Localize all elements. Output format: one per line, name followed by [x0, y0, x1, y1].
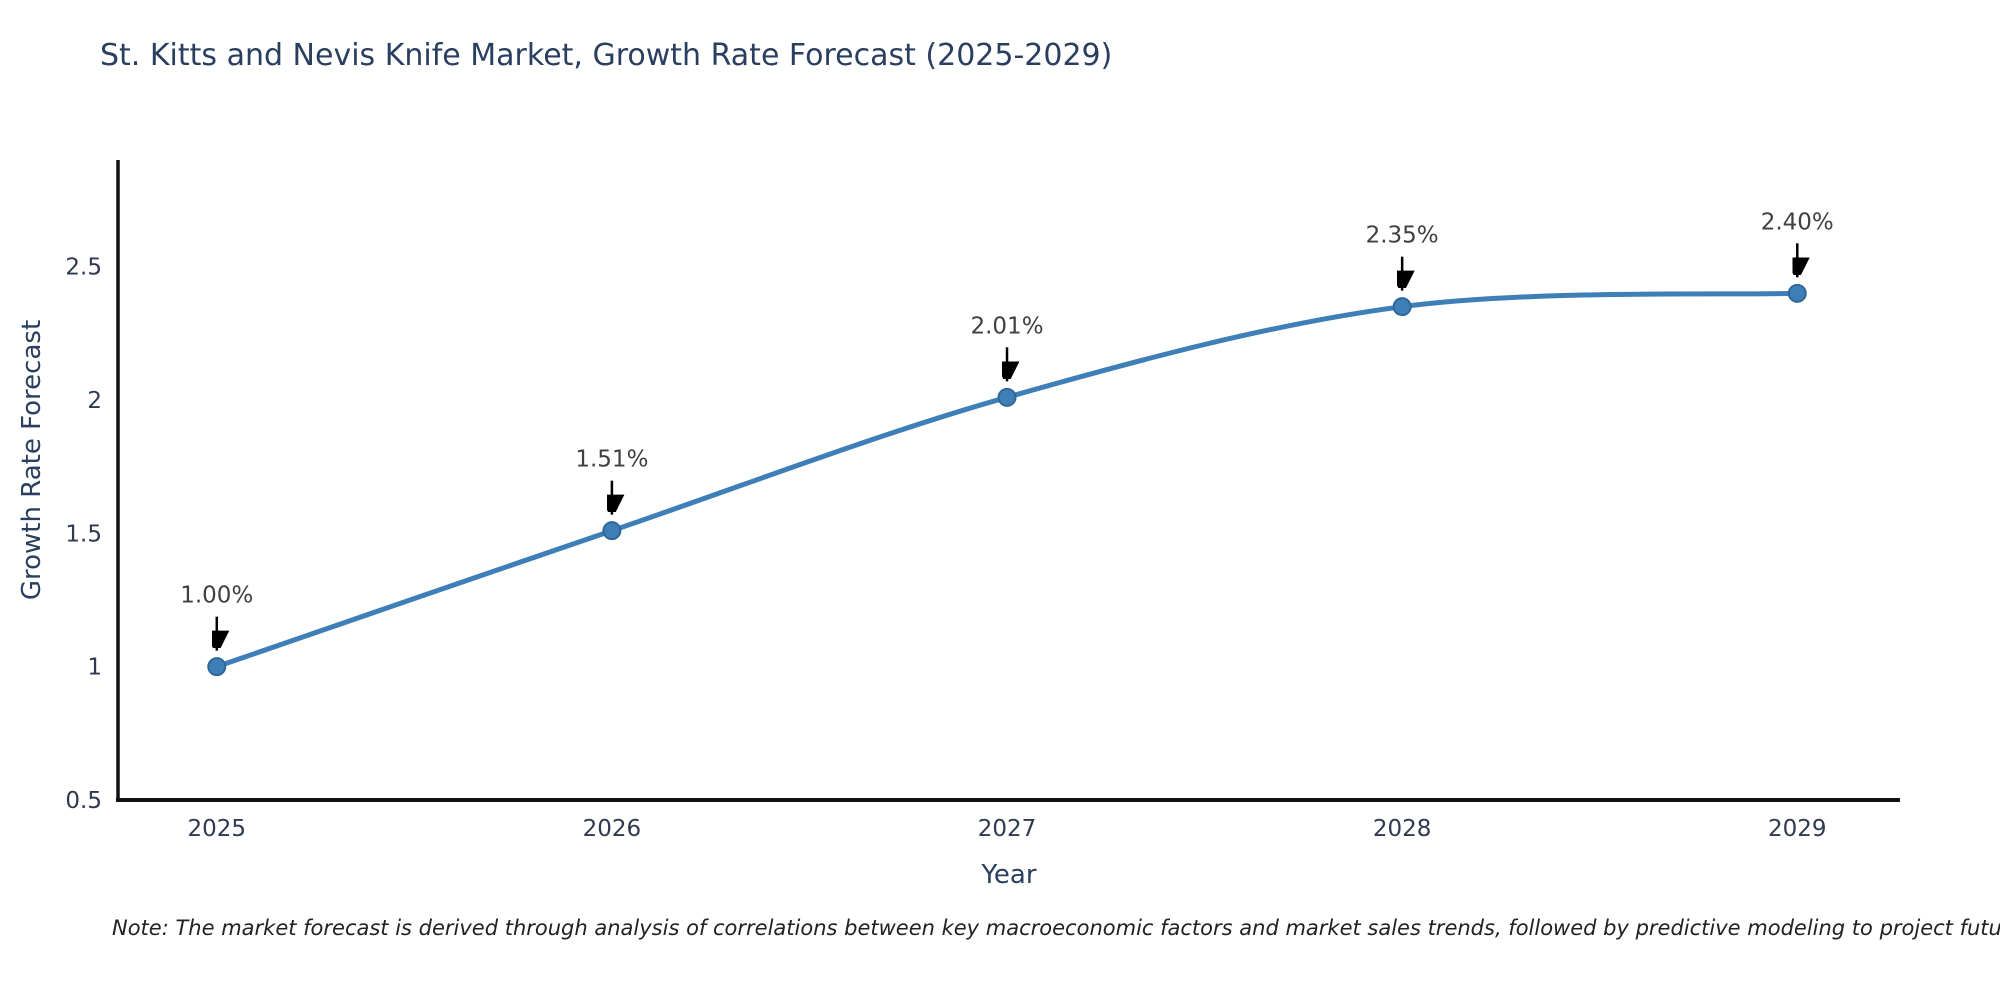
axes — [116, 160, 1900, 802]
data-point-marker — [997, 387, 1017, 407]
y-tick-label: 1.5 — [65, 521, 102, 547]
point-annotations: 1.00% 1.51% 2.01% 2.35% 2.40% — [180, 209, 1834, 651]
point-value-label: 2.01% — [970, 313, 1043, 339]
y-tick-label: 2 — [87, 388, 102, 414]
y-tick-label: 0.5 — [65, 788, 102, 814]
point-value-label: 2.35% — [1366, 223, 1439, 249]
tick-labels: 0.5 1 1.5 2 2.5 2025 2026 2027 2028 2029 — [65, 255, 1826, 842]
footnote: Note: The market forecast is derived thr… — [112, 916, 2000, 940]
x-tick-label: 2029 — [1768, 816, 1827, 842]
y-tick-label: 1 — [87, 655, 102, 681]
x-axis-title: Year — [981, 860, 1037, 890]
data-point-marker — [1787, 283, 1807, 303]
x-tick-label: 2026 — [583, 816, 642, 842]
data-point-marker — [207, 657, 227, 677]
chart-title: St. Kitts and Nevis Knife Market, Growth… — [100, 38, 1113, 73]
line-series — [207, 283, 1807, 677]
point-value-label: 1.51% — [575, 447, 648, 473]
x-tick-label: 2028 — [1373, 816, 1432, 842]
data-point-marker — [602, 521, 622, 541]
x-tick-label: 2025 — [188, 816, 247, 842]
y-tick-label: 2.5 — [65, 255, 102, 281]
data-point-marker — [1392, 297, 1412, 317]
point-value-label: 2.40% — [1761, 209, 1834, 235]
point-value-label: 1.00% — [180, 583, 253, 609]
x-tick-label: 2027 — [978, 816, 1037, 842]
